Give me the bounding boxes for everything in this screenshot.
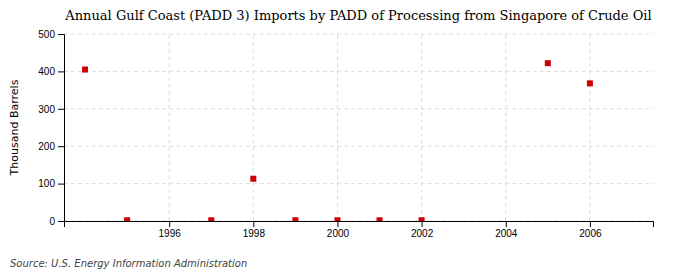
point [82,67,88,73]
point [250,176,256,182]
x-tick: 2004 [495,221,518,239]
x-axis-line [65,222,654,228]
y-axis-label: Thousand Barrels [8,79,21,176]
y-grid-line [64,146,653,147]
y-tick-label: 100 [38,178,55,189]
y-tick-mark [58,34,64,35]
x-tick-label: 1996 [159,228,182,239]
source: Source: U.S. Energy Information Administ… [10,258,247,269]
grid [64,34,653,221]
y-tick: 500 [38,29,64,40]
point [208,217,214,221]
y-tick-mark [58,146,64,147]
title: Annual Gulf Coast (PADD 3) Imports by PA… [64,8,651,23]
x-tick-mark [422,221,423,227]
chart-container: 1996 1998 2000 2002 2004 2006 0 100 200 300 400 500… [0,0,675,275]
y-axis-line [58,35,65,222]
point [419,217,425,221]
y-grid-line [64,34,653,35]
y-tick-label: 400 [38,66,55,77]
y-tick-label: 500 [38,29,55,40]
y-tick-mark [58,221,64,222]
y-grid-line [64,108,653,109]
y-tick: 100 [38,178,64,189]
y-axis: 0 100 200 300 400 500 [38,29,64,227]
y-tick: 200 [38,141,64,152]
x-grid-line [421,34,422,221]
x-tick-mark [337,221,338,227]
chart-svg: 1996 1998 2000 2002 2004 2006 0 100 200 300 400 500… [0,0,675,275]
point [292,217,298,221]
point [377,217,383,221]
point [334,217,340,221]
y-tick-label: 0 [49,216,55,227]
y-tick-mark [58,184,64,185]
x-tick-label: 2004 [495,228,518,239]
y-tick: 300 [38,104,64,115]
x-grid-line [589,34,590,221]
x-grid-line [337,34,338,221]
y-tick-label: 300 [38,104,55,115]
x-tick-label: 2000 [327,228,350,239]
x-tick: 1996 [159,221,182,239]
x-grid-line [505,34,506,221]
x-grid-line [253,34,254,221]
x-axis: 1996 1998 2000 2002 2004 2006 [65,221,654,239]
x-tick-label: 2002 [411,228,434,239]
y-grid-line [64,71,653,72]
y-tick-mark [58,109,64,110]
x-tick-label: 1998 [243,228,266,239]
x-tick: 2006 [579,221,602,239]
y-grid-line [64,183,653,184]
point [587,80,593,86]
x-tick: 1998 [243,221,266,239]
x-tick: 2000 [327,221,350,239]
x-tick: 2002 [411,221,434,239]
y-tick: 400 [38,66,64,77]
x-grid-line [169,34,170,221]
point [124,217,130,221]
x-tick-mark [169,221,170,227]
x-tick-mark [506,221,507,227]
y-tick: 0 [49,216,64,227]
points [82,60,593,221]
x-tick-label: 2006 [579,228,602,239]
y-tick-mark [58,71,64,72]
x-tick-mark [253,221,254,227]
y-tick-label: 200 [38,141,55,152]
x-tick-mark [590,221,591,227]
point [545,60,551,66]
